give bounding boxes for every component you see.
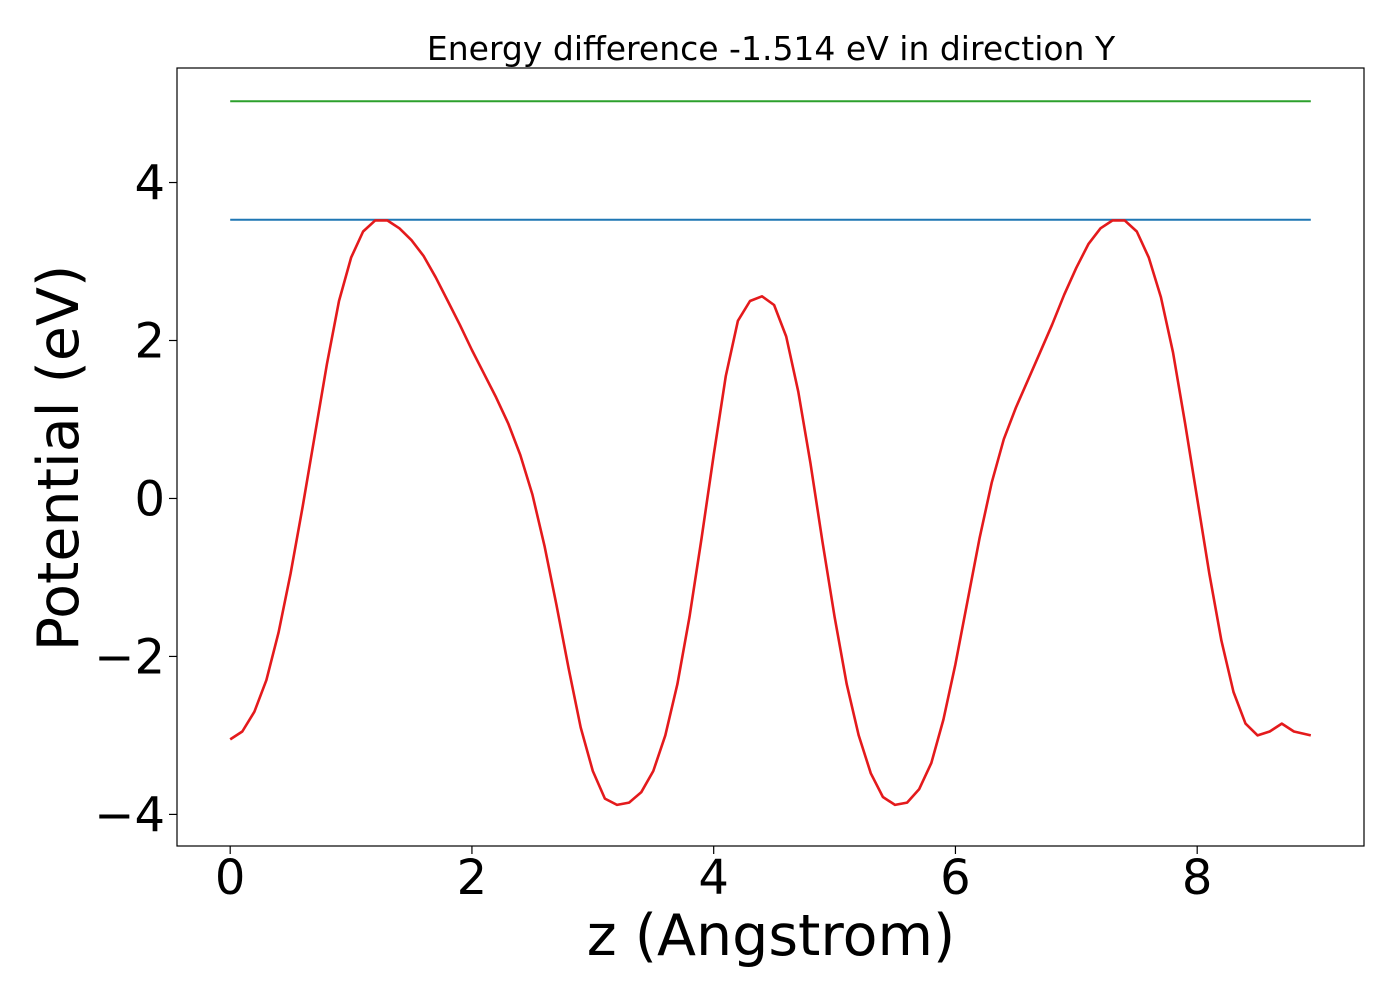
x-tick-label: 0 — [215, 850, 246, 906]
x-tick-label: 6 — [940, 850, 971, 906]
x-axis: 0 2 4 6 8 — [215, 846, 1213, 906]
y-axis-label: Potential (eV) — [26, 265, 92, 651]
x-tick-label: 8 — [1182, 850, 1213, 906]
x-axis-label: z (Angstrom) — [587, 903, 955, 969]
x-tick-label: 4 — [698, 850, 729, 906]
y-tick-label: 0 — [134, 471, 165, 527]
plot-frame — [176, 67, 1365, 847]
chart-title: Energy difference -1.514 eV in direction… — [427, 29, 1116, 68]
y-tick-label: −4 — [94, 787, 165, 843]
series-line-3 — [229, 219, 1312, 807]
x-tick-label: 2 — [457, 850, 488, 906]
y-tick-label: 2 — [134, 313, 165, 369]
plot-lines — [229, 100, 1312, 807]
y-axis: −4 −2 0 2 4 — [94, 156, 177, 843]
y-tick-label: −2 — [94, 629, 165, 685]
y-tick-label: 4 — [134, 156, 165, 212]
